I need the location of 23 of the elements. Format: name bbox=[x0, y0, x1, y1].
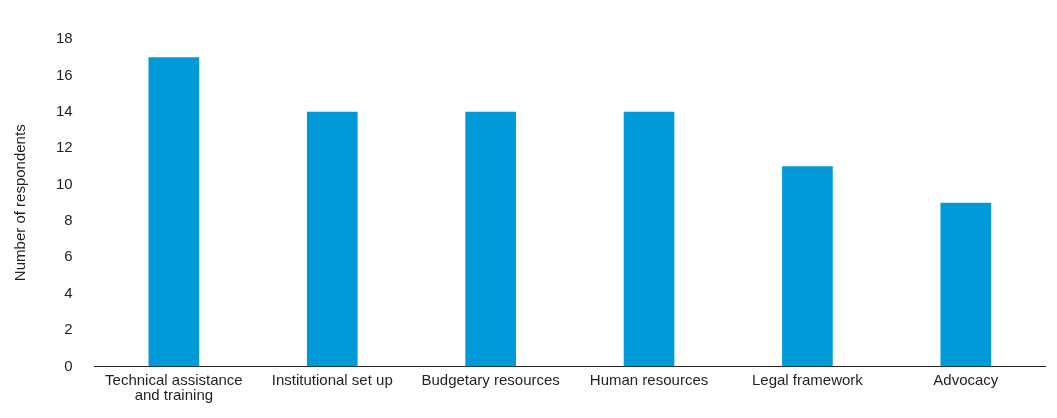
y-tick-label: 16 bbox=[56, 65, 73, 83]
bar bbox=[782, 166, 833, 367]
bar bbox=[940, 202, 992, 367]
y-tick-label: 14 bbox=[56, 101, 73, 119]
y-tick-label: 18 bbox=[56, 29, 73, 47]
x-tick-label: Budgetary resources bbox=[421, 370, 560, 388]
y-tick-label: 4 bbox=[64, 283, 73, 301]
bar bbox=[623, 111, 675, 367]
y-tick-label: 2 bbox=[64, 320, 73, 338]
y-tick-label: 0 bbox=[64, 356, 73, 374]
x-tick-label: Human resources bbox=[589, 370, 709, 388]
y-tick-label: 8 bbox=[64, 211, 73, 229]
x-tick-label: Technical assistance and training bbox=[105, 370, 243, 404]
bar bbox=[465, 111, 516, 367]
x-tick-label: Institutional set up bbox=[271, 370, 393, 388]
bar bbox=[148, 57, 200, 367]
x-tick-label: Advocacy bbox=[933, 370, 999, 388]
y-tick-label: 10 bbox=[56, 174, 73, 192]
y-tick-label: 12 bbox=[56, 138, 73, 156]
y-tick-label: 6 bbox=[64, 247, 73, 265]
y-axis-title: Number of respondents bbox=[11, 124, 29, 282]
bar bbox=[306, 111, 358, 367]
x-tick-label: Legal framework bbox=[751, 370, 864, 388]
